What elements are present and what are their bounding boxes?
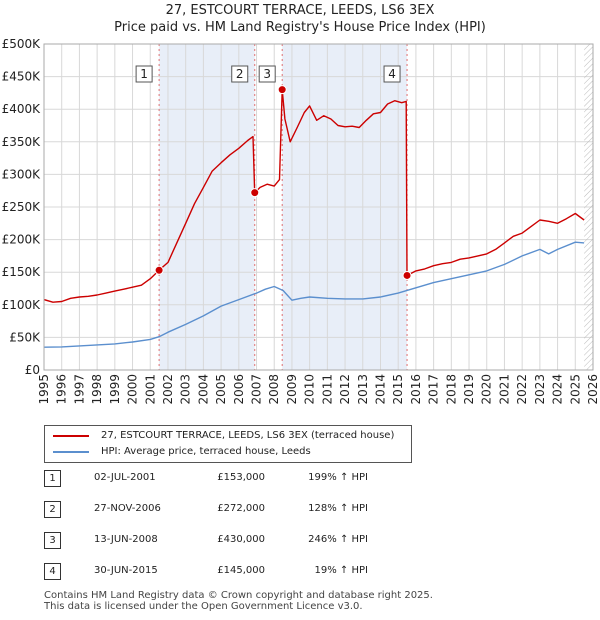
sale-badge [258,65,276,83]
chart-subtitle: Price paid vs. HM Land Registry's House … [114,20,486,35]
legend-item-property: 27, ESTCOURT TERRACE, LEEDS, LS6 3EX (te… [53,428,394,444]
sale-number: 1 [44,470,61,487]
x-tick-label: 2020 [480,374,494,405]
y-tick-label: £450K [2,70,42,84]
sale-badge-label: 4 [388,67,396,81]
y-tick-label: £0 [25,363,40,377]
sale-price: £430,000 [217,534,265,545]
x-tick-label: 2016 [409,374,423,405]
sale-price: £153,000 [217,472,265,483]
x-tick-label: 1995 [37,374,51,405]
y-tick-label: £400K [2,102,42,116]
sale-point [154,265,164,275]
y-tick-label: £250K [2,200,42,214]
y-tick-label: £500K [2,37,42,51]
legend-label-hpi: HPI: Average price, terraced house, Leed… [101,446,311,457]
x-tick-label: 2003 [179,374,193,405]
sale-number: 4 [44,563,61,580]
x-tick-label: 2013 [356,374,370,405]
x-tick-label: 2002 [161,374,175,405]
price-chart: 1 2 3 4 £0 £50K £100K £150K £200K £250K £300K £350… [2,37,600,405]
footer-licence: This data is licensed under the Open Gov… [44,601,363,612]
sale-hpi-change: 19% ↑ HPI [314,565,368,576]
forecast-hatch [584,44,593,370]
x-tick-label: 2014 [373,374,387,405]
legend: 27, ESTCOURT TERRACE, LEEDS, LS6 3EX (te… [44,425,412,463]
footer-copyright: Contains HM Land Registry data © Crown c… [44,590,433,601]
series-line-hpi [44,241,585,348]
y-tick-label: £100K [2,298,42,312]
x-tick-label: 2009 [285,374,299,405]
plot-frame [43,43,594,371]
series-line-property [44,88,585,303]
x-tick-label: 2023 [533,374,547,405]
y-tick-label: £300K [2,167,42,181]
sale-point [402,270,412,280]
sale-hpi-change: 199% ↑ HPI [308,472,368,483]
chart-title-block: 27, ESTCOURT TERRACE, LEEDS, LS6 3EX Pri… [0,2,600,36]
x-tick-label: 2019 [462,374,476,405]
x-tick-label: 2024 [551,374,565,405]
legend-label-property: 27, ESTCOURT TERRACE, LEEDS, LS6 3EX (te… [101,430,395,441]
y-tick-label: £150K [2,265,42,279]
sale-price: £272,000 [217,503,265,514]
x-tick-label: 2006 [232,374,246,405]
sale-hpi-change: 128% ↑ HPI [308,503,368,514]
sale-row: 4 30-JUN-2015 £145,000 19% ↑ HPI [44,563,404,583]
x-tick-label: 2022 [515,374,529,405]
x-tick-label: 2000 [126,374,140,405]
y-tick-label: £50K [9,330,41,344]
x-tick-label: 2007 [250,374,264,405]
x-tick-label: 2011 [320,374,334,405]
chart-title: 27, ESTCOURT TERRACE, LEEDS, LS6 3EX [165,3,435,18]
sale-badge-label: 1 [140,67,148,81]
sale-number: 2 [44,501,61,518]
sale-point [277,85,287,95]
sale-price: £145,000 [217,565,265,576]
x-tick-label: 2021 [497,374,511,405]
x-tick-label: 2001 [143,374,157,405]
footer: Contains HM Land Registry data © Crown c… [44,590,433,612]
legend-swatch-hpi [53,451,89,453]
sale-badge-label: 2 [236,67,244,81]
sale-badge-label: 3 [263,67,271,81]
x-tick-label: 2005 [214,374,228,405]
sale-hpi-change: 246% ↑ HPI [308,534,368,545]
x-tick-label: 1999 [108,374,122,405]
x-tick-label: 2012 [338,374,352,405]
sale-row: 1 02-JUL-2001 £153,000 199% ↑ HPI [44,470,404,490]
x-tick-label: 1997 [72,374,86,405]
x-tick-label: 1996 [55,374,69,405]
sale-point [250,188,260,198]
sale-date: 13-JUN-2008 [94,534,158,545]
x-tick-label: 2025 [568,374,582,405]
sale-row: 2 27-NOV-2006 £272,000 128% ↑ HPI [44,501,404,521]
sale-row: 3 13-JUN-2008 £430,000 246% ↑ HPI [44,532,404,552]
legend-swatch-property [53,435,89,437]
x-tick-label: 2018 [444,374,458,405]
y-tick-label: £200K [2,233,42,247]
sale-badge [135,65,153,83]
y-tick-label: £350K [2,135,42,149]
x-tick-label: 2017 [427,374,441,405]
sale-date: 02-JUL-2001 [94,472,156,483]
x-tick-label: 2010 [303,374,317,405]
x-tick-label: 1998 [90,374,104,405]
x-tick-label: 2026 [586,374,600,405]
sale-date: 30-JUN-2015 [94,565,158,576]
sale-badge [383,65,401,83]
sale-number: 3 [44,532,61,549]
sale-badge [231,65,249,83]
x-tick-label: 2008 [267,374,281,405]
legend-item-hpi: HPI: Average price, terraced house, Leed… [53,444,311,460]
sale-date: 27-NOV-2006 [94,503,161,514]
x-tick-label: 2004 [196,374,210,405]
x-tick-label: 2015 [391,374,405,405]
